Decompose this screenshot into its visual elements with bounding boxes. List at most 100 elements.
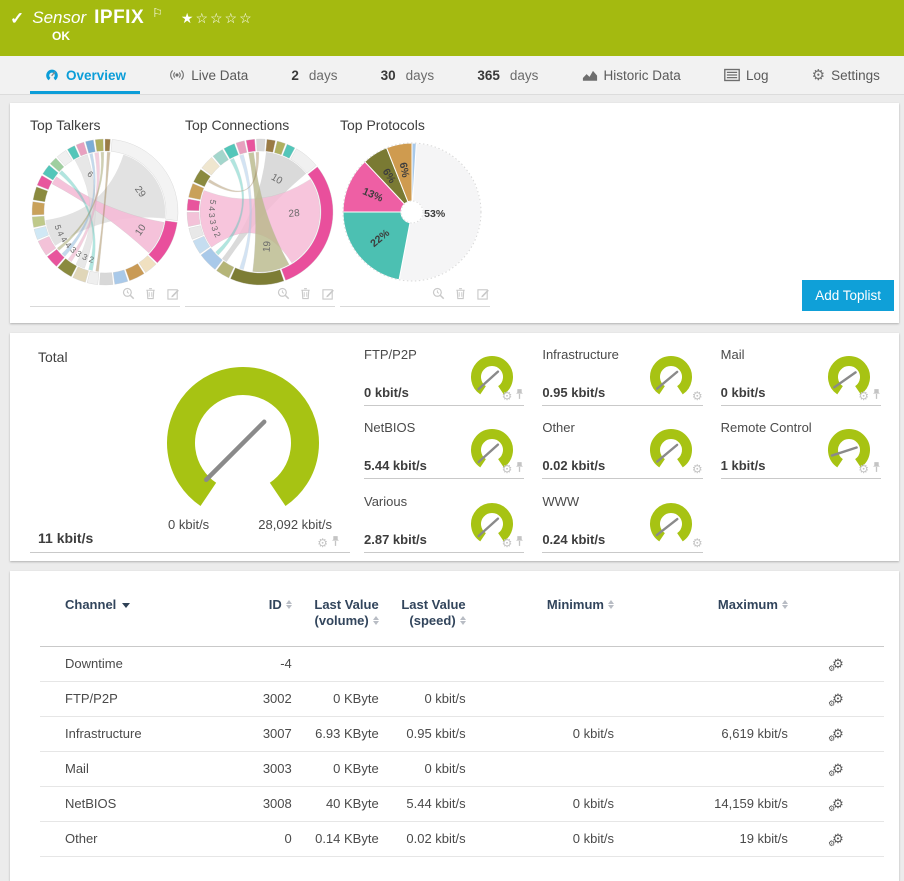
channel-name-cell: FTP/P2P — [65, 691, 118, 706]
zoom-history-icon[interactable] — [277, 287, 290, 300]
channel-gauge-netbios: NetBIOS 5.44 kbit/s ⚙ — [364, 418, 525, 480]
sort-icon — [781, 600, 788, 610]
toplist-toolbar — [30, 287, 180, 307]
channel-gauge — [828, 429, 870, 468]
edit-icon[interactable] — [322, 287, 335, 300]
channel-gauge — [471, 429, 514, 468]
chart-value-label: 4 — [207, 206, 217, 212]
channel-settings-icon[interactable]: ⚙ ⚙ — [828, 725, 844, 743]
channel-gauge-ftp-p2p: FTP/P2P 0 kbit/s ⚙ — [364, 345, 525, 406]
col-header-last-value-speed[interactable]: Last Value (speed) — [401, 597, 466, 629]
tab-number: 2 — [291, 67, 299, 83]
channel-gauge-infrastructure: Infrastructure 0.95 kbit/s ⚙ — [542, 345, 703, 406]
channel-settings-icon[interactable]: ⚙ ⚙ — [828, 795, 844, 813]
gear-icon[interactable]: ⚙ — [317, 536, 328, 550]
tab-overview[interactable]: Overview — [30, 56, 141, 94]
col-header-channel[interactable]: Channel — [40, 587, 234, 646]
channel-settings-icon[interactable]: ⚙ ⚙ — [828, 760, 844, 778]
channel-value-cell: 3008 — [262, 796, 292, 811]
tab-historic-data[interactable]: Historic Data — [568, 56, 695, 94]
channel-value-cell — [470, 681, 618, 716]
pin-icon[interactable] — [872, 461, 881, 473]
gauge-icons: ⚙ — [502, 535, 525, 550]
channel-gauge-grid: FTP/P2P 0 kbit/s ⚙ Infrastructure 0.95 kbit/… — [364, 345, 881, 555]
gear-icon[interactable]: ⚙ — [858, 462, 869, 477]
col-header-id[interactable]: ID — [234, 587, 295, 646]
favorite-stars[interactable]: ★☆☆☆☆ — [180, 10, 254, 26]
gauge-icons: ⚙ — [692, 535, 703, 550]
gear-icon[interactable]: ⚙ — [858, 389, 869, 403]
channel-gauge-value: 5.44 kbit/s — [364, 458, 427, 474]
chart-title: Top Protocols — [340, 117, 425, 133]
delete-icon[interactable] — [299, 287, 312, 300]
chart-value-label: 4 — [63, 240, 74, 250]
tab-live-data[interactable]: Live Data — [155, 56, 262, 94]
delete-icon[interactable] — [454, 287, 467, 300]
chart-value-label: 10 — [269, 172, 285, 187]
top-protocols-chart[interactable]: 53%22%13%6%6% — [340, 137, 490, 287]
channel-settings-icon[interactable]: ⚙ ⚙ — [828, 690, 844, 708]
channel-value-cell: -4 — [280, 656, 292, 671]
chart-value-label: 3 — [208, 219, 219, 226]
col-header-minimum[interactable]: Minimum — [470, 587, 618, 646]
channel-gauge-value: 1 kbit/s — [720, 458, 766, 474]
gear-icon[interactable]: ⚙ — [691, 535, 703, 550]
tab-30-days[interactable]: 30 days — [367, 56, 449, 94]
gauge-needle — [51, 71, 56, 77]
channel-value-cell: 6,619 kbit/s — [721, 726, 788, 741]
tab-2-days[interactable]: 2 days — [277, 56, 351, 94]
toplist-top-protocols: Top Protocols 53% 22% 13% 6% 6% — [340, 115, 490, 313]
tab-settings[interactable]: ⚙ Settings — [798, 56, 894, 94]
total-icons: ⚙ — [317, 535, 340, 550]
channel-gauge-mail: Mail 0 kbit/s ⚙ — [720, 345, 881, 406]
pin-icon[interactable] — [515, 388, 524, 400]
channel-settings-icon[interactable]: ⚙ ⚙ — [828, 830, 844, 848]
channel-gauge-title: Infrastructure — [542, 347, 619, 362]
pin-icon[interactable] — [515, 461, 524, 473]
channel-gauge-value: 0.95 kbit/s — [542, 385, 606, 400]
edit-icon[interactable] — [167, 287, 180, 300]
chart-title: Top Talkers — [30, 117, 101, 133]
gauges-panel: Total 0 kbit/s 28,092 kbit/s 11 kbit/s ⚙… — [10, 333, 899, 561]
add-toplist-button[interactable]: Add Toplist — [802, 280, 894, 311]
channel-gauge-www: WWW 0.24 kbit/s ⚙ — [542, 492, 703, 553]
channel-value-cell: 0 kbit/s — [424, 691, 466, 706]
zoom-history-icon[interactable] — [432, 287, 445, 300]
channel-gauge-value: 0 kbit/s — [364, 385, 409, 400]
gear-icon[interactable]: ⚙ — [691, 389, 703, 403]
chart-value-label: 5 — [53, 223, 64, 231]
tab-label: Historic Data — [603, 67, 681, 83]
table-row: Downtime -4 ⚙ ⚙ — [40, 646, 884, 681]
zoom-history-icon[interactable] — [122, 287, 135, 300]
channel-gauge — [471, 356, 514, 395]
pin-icon[interactable] — [515, 535, 524, 547]
delete-icon[interactable] — [144, 287, 157, 300]
gauge-icon — [46, 69, 58, 81]
gauge-needle — [655, 370, 678, 390]
channel-value-cell — [618, 646, 792, 681]
gauge-needle — [655, 443, 678, 464]
channel-value-cell: 0 kbit/s — [572, 796, 614, 811]
pin-icon[interactable] — [331, 535, 340, 547]
chart-value-label: 28 — [288, 208, 300, 220]
status-badge: OK — [52, 29, 70, 43]
pin-icon[interactable] — [872, 388, 881, 400]
channel-settings-icon[interactable]: ⚙ ⚙ — [828, 655, 844, 673]
col-header-maximum[interactable]: Maximum — [618, 587, 792, 646]
tab-log[interactable]: Log — [710, 56, 783, 94]
edit-icon[interactable] — [477, 287, 490, 300]
gauge-needle — [477, 370, 500, 391]
tab-365-days[interactable]: 365 days — [463, 56, 552, 94]
gear-icon[interactable]: ⚙ — [501, 462, 513, 477]
gear-icon[interactable]: ⚙ — [501, 535, 513, 550]
gear-icon[interactable]: ⚙ — [501, 389, 513, 403]
channel-gauge-value: 2.87 kbit/s — [364, 531, 427, 547]
chart-value-label: 4 — [59, 235, 70, 245]
col-header-last-value-volume[interactable]: Last Value (volume) — [314, 597, 379, 629]
channel-value-cell — [618, 751, 792, 786]
priority-flag-icon[interactable]: ⚐ — [152, 6, 163, 20]
channel-value-cell: 0 KByte — [333, 761, 379, 776]
gear-icon[interactable]: ⚙ — [691, 462, 703, 477]
